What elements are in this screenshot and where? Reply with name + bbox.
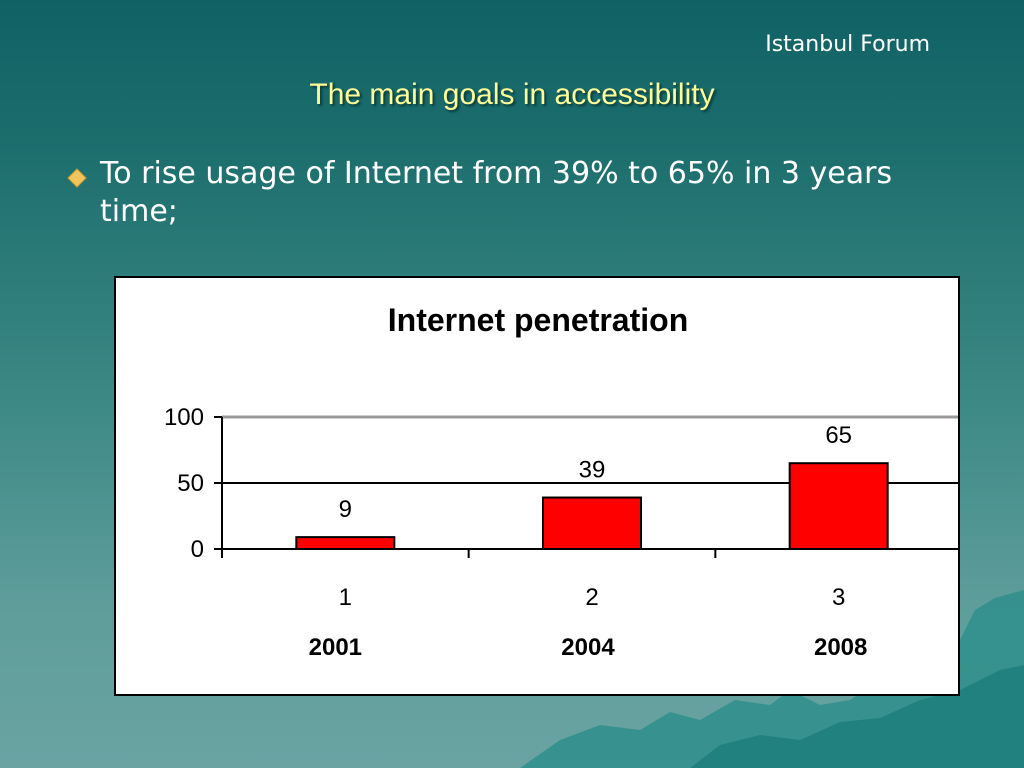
y-tick-label: 100 bbox=[164, 404, 204, 431]
data-label: 65 bbox=[825, 422, 852, 449]
data-label: 9 bbox=[339, 496, 352, 523]
diamond-bullet-icon bbox=[67, 168, 87, 188]
year-label: 2008 bbox=[814, 634, 867, 661]
chart-canvas: Internet penetration 0 50 100 9 1 2001 39 2 2004… bbox=[164, 302, 958, 661]
bar bbox=[788, 462, 889, 550]
internet-penetration-chart: Internet penetration 0 50 100 9 1 2001 39 2 2004… bbox=[114, 276, 960, 696]
x-tick-label: 3 bbox=[832, 584, 845, 611]
x-tick-label: 2 bbox=[585, 584, 598, 611]
y-tick-label: 0 bbox=[191, 536, 204, 563]
y-tick-label: 50 bbox=[177, 470, 204, 497]
x-tick-label: 1 bbox=[339, 584, 352, 611]
bullet-point: To rise usage of Internet from 39% to 65… bbox=[64, 155, 944, 231]
bullet-text: To rise usage of Internet from 39% to 65… bbox=[100, 156, 893, 229]
chart-title: Internet penetration bbox=[388, 302, 688, 338]
brand-label: Istanbul Forum bbox=[765, 32, 930, 57]
bar bbox=[542, 496, 642, 551]
year-label: 2004 bbox=[561, 634, 615, 661]
slide-title: The main goals in accessibility bbox=[309, 78, 715, 111]
bar bbox=[295, 536, 396, 550]
data-label: 39 bbox=[579, 457, 606, 484]
year-label: 2001 bbox=[309, 634, 362, 661]
